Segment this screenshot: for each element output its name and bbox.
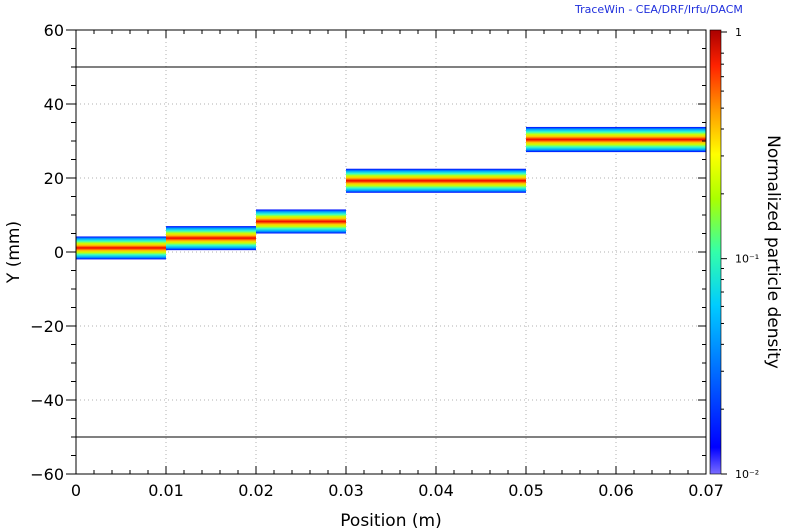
colorbar-title: Normalized particle density [763, 135, 783, 369]
y-tick-label: −40 [30, 391, 64, 410]
y-tick-label: −60 [30, 465, 64, 484]
beam-band-4 [346, 168, 526, 193]
x-tick-label: 0.05 [508, 481, 544, 500]
x-tick-label: 0.06 [598, 481, 634, 500]
x-tick-label: 0.04 [418, 481, 454, 500]
beam-band-2 [166, 226, 256, 251]
x-tick-label: 0.02 [238, 481, 274, 500]
y-tick-label: −20 [30, 317, 64, 336]
x-tick-label: 0 [71, 481, 81, 500]
y-axis: −60 −40 −20 0 20 40 60 [30, 21, 706, 484]
bands-layer [76, 126, 706, 260]
beam-band-1 [76, 236, 166, 260]
x-tick-label: 0.03 [328, 481, 364, 500]
colorbar-tick-label: 1 [735, 26, 742, 39]
plot-background [76, 30, 706, 474]
x-tick-label: 0.01 [148, 481, 184, 500]
y-tick-label: 40 [44, 95, 64, 114]
beam-band-3 [256, 209, 346, 234]
colorbar-tick-label: 10⁻¹ [735, 253, 759, 266]
aperture-lines [76, 66, 706, 438]
x-axis: 0 0.01 0.02 0.03 0.04 0.05 0.06 0.07 [71, 30, 724, 500]
grid [76, 30, 706, 474]
y-tick-label: 60 [44, 21, 64, 40]
x-axis-title: Position (m) [340, 511, 441, 531]
colorbar-ticks: 1 10⁻¹ 10⁻² [721, 26, 759, 481]
credit-label: TraceWin - CEA/DRF/Irfu/DACM [575, 3, 743, 16]
beam-band-5 [526, 126, 706, 153]
colorbar [709, 29, 722, 475]
y-tick-label: 0 [54, 243, 64, 262]
y-axis-title: Y (mm) [4, 221, 24, 284]
x-tick-label: 0.07 [688, 481, 724, 500]
y-tick-label: 20 [44, 169, 64, 188]
colorbar-tick-label: 10⁻² [735, 468, 759, 481]
